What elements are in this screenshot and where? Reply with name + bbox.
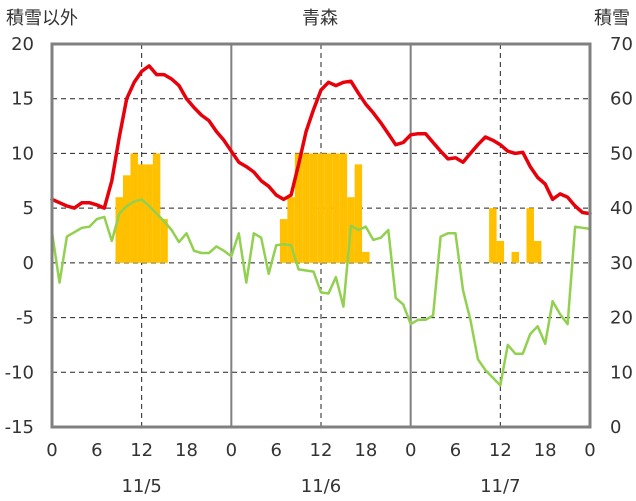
x-tick-label: 12 [310, 440, 333, 461]
snowfall-bar [152, 153, 161, 263]
x-tick-label: 6 [450, 440, 461, 461]
right-y-tick-label: 30 [610, 253, 633, 274]
snowfall-bar [511, 251, 520, 263]
day-label: 11/6 [301, 476, 341, 497]
x-tick-label: 18 [175, 440, 198, 461]
right-y-tick-label: 20 [610, 308, 633, 329]
left-y-tick-label: -10 [5, 362, 34, 383]
right-axis-title: 積雪 [594, 8, 630, 29]
snowfall-bar [115, 197, 123, 263]
right-y-tick-label: 70 [610, 34, 633, 55]
temperature-line [50, 64, 592, 216]
x-tick-label: 12 [130, 440, 153, 461]
snowfall-bar [489, 208, 497, 263]
snowfall-bar [533, 240, 542, 263]
right-y-tick-label: 40 [610, 198, 633, 219]
snowfall-bars [115, 153, 542, 263]
snowfall-bar [354, 164, 363, 263]
snowfall-bar [332, 153, 340, 263]
right-y-tick-labels: 70 60 50 40 30 20 10 0 [610, 34, 633, 438]
left-y-tick-label: 15 [11, 89, 34, 110]
snowfall-bar [526, 208, 534, 263]
right-y-tick-label: 50 [610, 143, 633, 164]
snowfall-bar [294, 153, 303, 263]
snowfall-bar [324, 153, 333, 263]
x-tick-labels: 0 6 12 18 0 6 12 18 0 6 12 18 0 [46, 440, 595, 461]
x-tick-label: 0 [584, 440, 595, 461]
left-y-tick-label: 0 [23, 253, 34, 274]
left-y-tick-label: 5 [23, 198, 34, 219]
gridlines [52, 44, 590, 427]
x-tick-label: 6 [270, 440, 281, 461]
snowfall-bar [302, 153, 310, 263]
right-y-tick-label: 0 [610, 417, 621, 438]
snowfall-bar [122, 175, 131, 263]
left-y-tick-label: -5 [16, 308, 34, 329]
x-tick-label: 0 [46, 440, 57, 461]
x-tick-label: 18 [354, 440, 377, 461]
day-labels: 11/5 11/6 11/7 [121, 476, 520, 497]
left-y-tick-label: 20 [11, 34, 34, 55]
left-axis-title: 積雪以外 [6, 8, 78, 29]
x-tick-label: 12 [489, 440, 512, 461]
snowfall-bar [279, 219, 288, 263]
left-y-tick-label: 10 [11, 143, 34, 164]
x-tick-label: 0 [226, 440, 237, 461]
snowfall-bar [362, 251, 370, 263]
left-y-tick-labels: 20 15 10 5 0 -5 -10 -15 [5, 34, 34, 438]
snowfall-bar [137, 164, 146, 263]
snowfall-bar [339, 153, 348, 263]
secondary-line [50, 198, 592, 387]
snowfall-bar [145, 164, 153, 263]
snowfall-bar [309, 153, 318, 263]
x-tick-label: 18 [534, 440, 557, 461]
day-label: 11/7 [480, 476, 520, 497]
snowfall-bar [317, 153, 325, 263]
axes [50, 42, 592, 429]
snowfall-bar [496, 240, 505, 263]
left-y-tick-label: -15 [5, 417, 34, 438]
chart-title: 青森 [302, 8, 338, 29]
snowfall-bar [160, 219, 168, 263]
x-tick-label: 6 [91, 440, 102, 461]
snowfall-bar [130, 153, 138, 263]
x-tick-label: 0 [405, 440, 416, 461]
plot-frame [50, 42, 592, 429]
right-y-tick-label: 10 [610, 362, 633, 383]
day-label: 11/5 [121, 476, 161, 497]
right-y-tick-label: 60 [610, 89, 633, 110]
snowfall-bar [287, 197, 295, 263]
